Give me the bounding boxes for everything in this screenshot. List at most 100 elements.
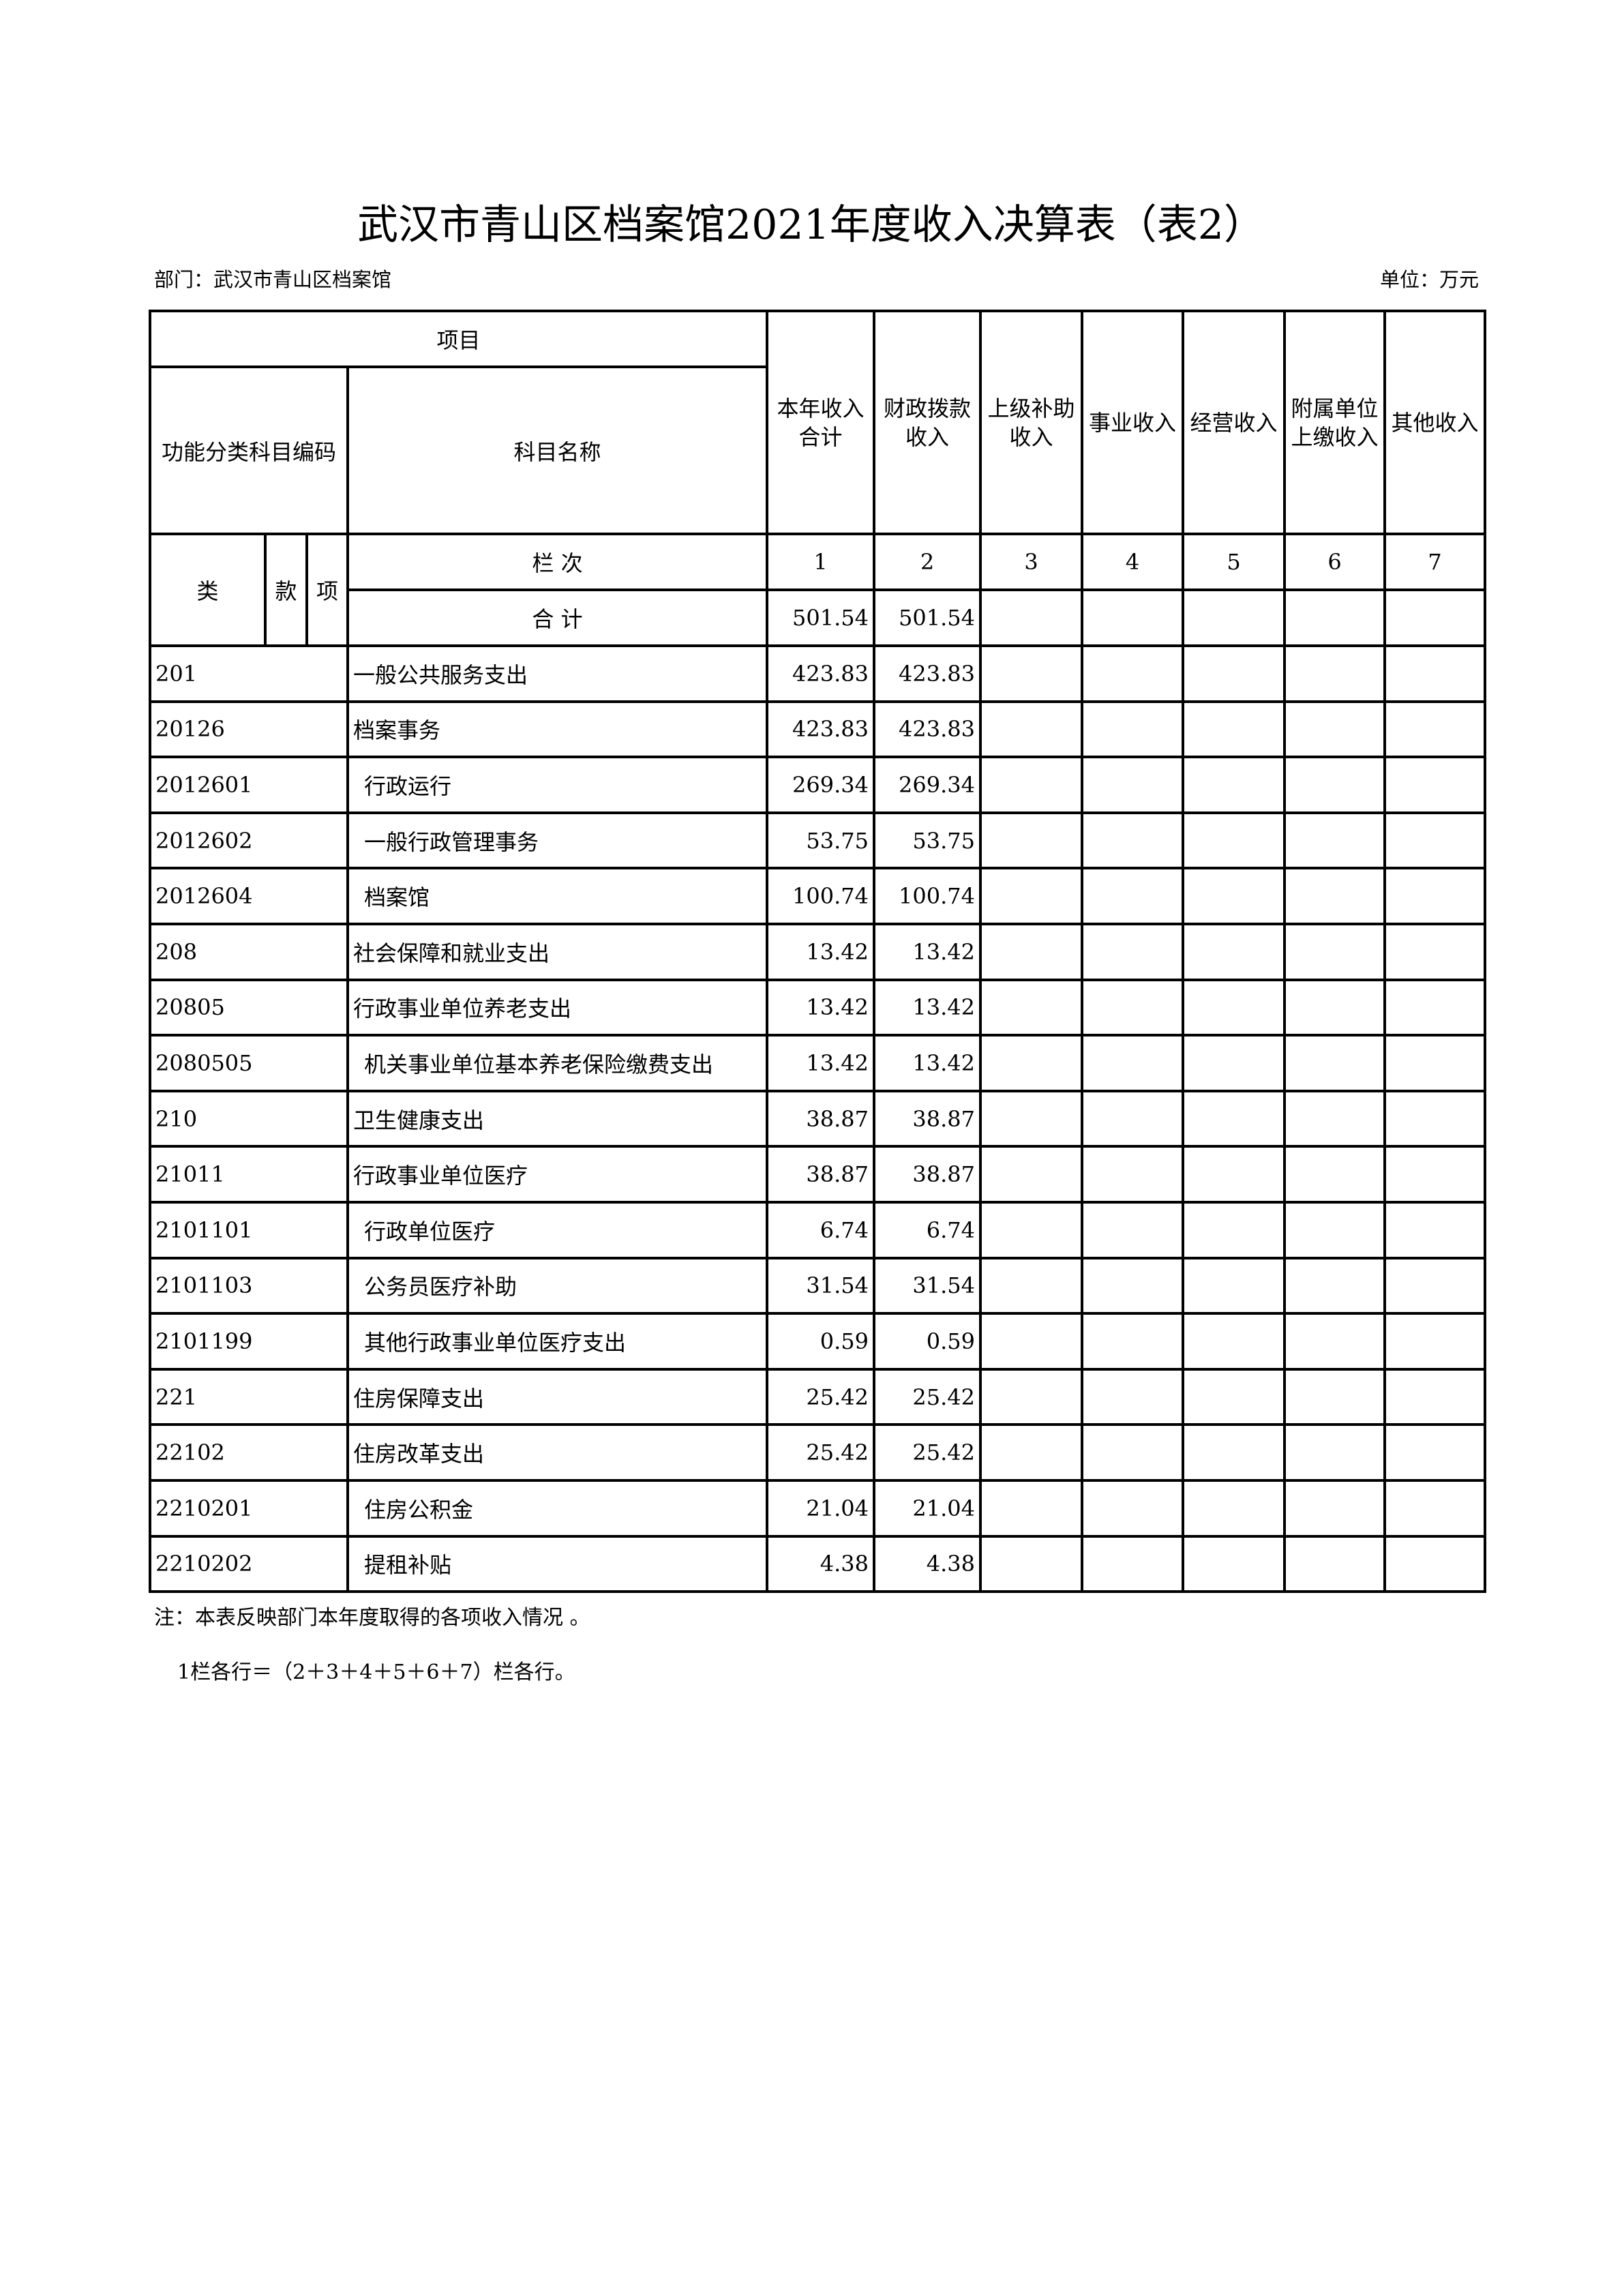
row-empty-cell (1081, 867, 1184, 925)
table-row: 201 一般公共服务支出 423.83 423.83 (149, 644, 1486, 703)
table-row: 2101101 行政单位医疗 6.74 6.74 (149, 1200, 1486, 1259)
row-empty-cell (979, 1423, 1083, 1482)
row-empty-cell (1182, 644, 1286, 703)
row-code: 208 (149, 922, 349, 981)
row-empty-cell (1383, 1200, 1486, 1259)
row-fiscal-income: 423.83 (873, 644, 982, 703)
row-fiscal-income: 31.54 (873, 1256, 982, 1315)
table-row: 2012604 档案馆 100.74 100.74 (149, 867, 1486, 925)
row-empty-cell (1182, 1312, 1286, 1371)
header-col-3: 上级补助收入 (979, 310, 1083, 535)
lanci-label: 栏 次 (346, 533, 768, 591)
row-fiscal-income: 4.38 (873, 1534, 982, 1594)
row-total-income: 13.42 (766, 978, 875, 1037)
table-row: 20126 档案事务 423.83 423.83 (149, 700, 1486, 759)
header-lei: 类 (149, 533, 267, 647)
row-empty-cell (1182, 922, 1286, 981)
row-empty-cell (1383, 644, 1486, 703)
header-row-item: 项目 本年收入合计 财政拨款收入 上级补助收入 事业收入 经营收入 附属单位上缴… (149, 310, 1486, 535)
table-row: 2012602 一般行政管理事务 53.75 53.75 (149, 811, 1486, 870)
row-empty-cell (1383, 1256, 1486, 1315)
row-empty-cell (1383, 978, 1486, 1037)
page-title: 武汉市青山区档案馆2021年度收入决算表（表2） (357, 201, 1265, 249)
row-code: 20126 (149, 700, 349, 759)
row-empty-cell (1283, 644, 1386, 703)
row-empty-cell (1283, 1312, 1386, 1371)
row-empty-cell (1182, 1534, 1286, 1594)
row-empty-cell (1081, 644, 1184, 703)
header-col-7: 其他收入 (1383, 310, 1486, 535)
row-total-income: 25.42 (766, 1367, 875, 1427)
row-empty-cell (1283, 1367, 1386, 1427)
row-empty-cell (1383, 1312, 1486, 1371)
row-empty-cell (1182, 700, 1286, 759)
row-empty-cell (1283, 867, 1386, 925)
row-empty-cell (1283, 1034, 1386, 1092)
table-row: 2210201 住房公积金 21.04 21.04 (149, 1478, 1486, 1538)
row-empty-cell (1081, 1423, 1184, 1482)
col-number: 2 (873, 533, 982, 591)
row-empty-cell (1182, 1367, 1286, 1427)
total-value (1383, 588, 1486, 647)
row-total-income: 423.83 (766, 644, 875, 703)
total-label: 合 计 (346, 588, 768, 647)
header-col-1: 本年收入合计 (766, 310, 875, 535)
row-fiscal-income: 6.74 (873, 1200, 982, 1259)
row-name: 社会保障和就业支出 (346, 922, 768, 981)
row-name: 档案馆 (346, 867, 768, 925)
row-name: 行政事业单位医疗 (346, 1145, 768, 1204)
row-code: 2210202 (149, 1534, 349, 1594)
header-kuan: 款 (264, 533, 308, 647)
row-name: 行政运行 (346, 756, 768, 814)
col-number: 3 (979, 533, 1083, 591)
row-empty-cell (1081, 922, 1184, 981)
row-total-income: 13.42 (766, 922, 875, 981)
row-empty-cell (1383, 1145, 1486, 1204)
row-empty-cell (1283, 1423, 1386, 1482)
row-total-income: 423.83 (766, 700, 875, 759)
row-empty-cell (1182, 867, 1286, 925)
row-name: 住房保障支出 (346, 1367, 768, 1427)
row-name: 提租补贴 (346, 1534, 768, 1594)
row-empty-cell (1081, 1089, 1184, 1148)
header-xiang: 项 (305, 533, 349, 647)
row-fiscal-income: 100.74 (873, 867, 982, 925)
row-empty-cell (1383, 1367, 1486, 1427)
row-total-income: 100.74 (766, 867, 875, 925)
header-col-5: 经营收入 (1182, 310, 1286, 535)
row-total-income: 21.04 (766, 1478, 875, 1538)
row-empty-cell (1283, 1478, 1386, 1538)
row-empty-cell (1081, 1256, 1184, 1315)
row-empty-cell (1182, 811, 1286, 870)
total-value: 501.54 (766, 588, 875, 647)
row-empty-cell (1283, 700, 1386, 759)
row-empty-cell (1182, 978, 1286, 1037)
header-code: 功能分类科目编码 (149, 366, 349, 535)
row-empty-cell (1081, 1034, 1184, 1092)
header-row-names: 功能分类科目编码 科目名称 (149, 366, 1485, 535)
total-value (1081, 588, 1184, 647)
total-value (1283, 588, 1386, 647)
row-empty-cell (1283, 756, 1386, 814)
row-code: 2101101 (149, 1200, 349, 1259)
row-empty-cell (1182, 1200, 1286, 1259)
row-empty-cell (1182, 1089, 1286, 1148)
row-total-income: 13.42 (766, 1034, 875, 1092)
col-number: 5 (1182, 533, 1286, 591)
row-empty-cell (1182, 1145, 1286, 1204)
row-empty-cell (1283, 1534, 1386, 1594)
row-empty-cell (979, 700, 1083, 759)
row-total-income: 53.75 (766, 811, 875, 870)
col-number: 7 (1383, 533, 1486, 591)
department-label: 部门：武汉市青山区档案馆 (154, 268, 392, 291)
row-total-income: 31.54 (766, 1256, 875, 1315)
row-name: 卫生健康支出 (346, 1089, 768, 1148)
header-item: 项目 (149, 310, 768, 368)
row-name: 行政单位医疗 (346, 1200, 768, 1259)
row-empty-cell (979, 1534, 1083, 1594)
row-total-income: 4.38 (766, 1534, 875, 1594)
row-empty-cell (979, 867, 1083, 925)
row-code: 2080505 (149, 1034, 349, 1092)
row-empty-cell (1081, 756, 1184, 814)
row-code: 201 (149, 644, 349, 703)
